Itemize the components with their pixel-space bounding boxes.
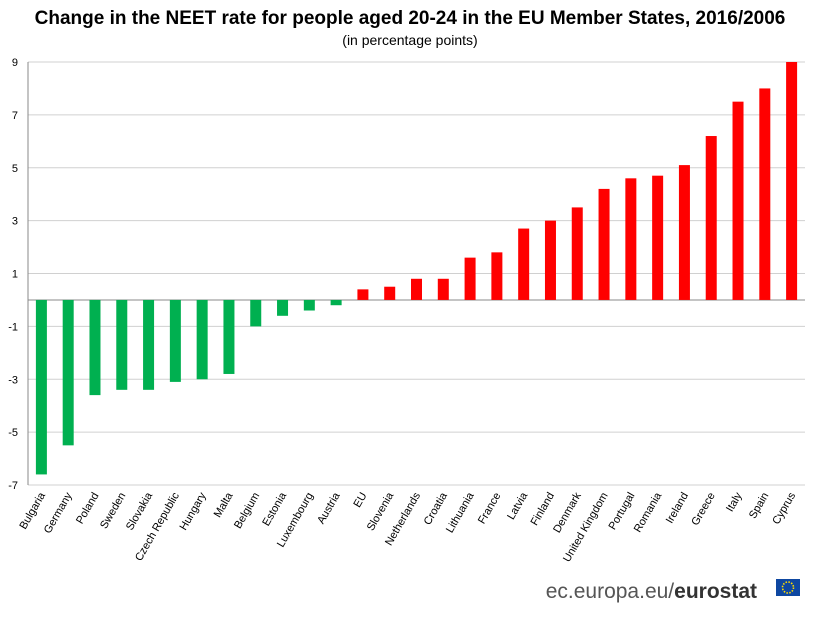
eu-flag [776, 579, 800, 596]
bar [62, 299, 74, 446]
bar [437, 278, 449, 300]
y-tick-label: 1 [12, 269, 18, 281]
x-tick-label: Malta [212, 490, 236, 520]
bar [544, 220, 556, 300]
y-tick-label: -5 [8, 427, 18, 439]
y-tick-label: -7 [8, 480, 18, 492]
bar [89, 299, 101, 396]
y-tick-label: -3 [8, 374, 18, 386]
bar [625, 178, 637, 300]
bar [35, 299, 47, 475]
bar [303, 299, 315, 311]
chart-title: Change in the NEET rate for people aged … [35, 8, 786, 29]
y-tick-label: -1 [8, 321, 18, 333]
bar [518, 228, 530, 300]
bar [384, 286, 396, 300]
x-tick-label: Cyprus [770, 490, 798, 527]
bar [330, 299, 342, 306]
x-tick-label: Spain [747, 491, 771, 521]
bar [678, 165, 690, 300]
bar [277, 299, 289, 316]
bar [759, 88, 771, 300]
bar [652, 175, 664, 300]
flag-bg [776, 579, 800, 596]
x-tick-label: Hungary [178, 490, 209, 532]
y-tick-label: 5 [12, 163, 18, 175]
y-tick-label: 3 [12, 216, 18, 228]
x-tick-label: Croatia [422, 490, 451, 527]
x-tick-label: Italy [724, 490, 745, 514]
bar [196, 299, 208, 380]
x-tick-label: EU [351, 490, 369, 509]
bar [598, 188, 610, 300]
footer-brand: eurostat [674, 580, 757, 603]
flag-stars [781, 581, 795, 594]
y-tick-label: 9 [12, 57, 18, 69]
bar [250, 299, 262, 327]
bar [705, 136, 717, 300]
bar [571, 207, 583, 300]
bar [357, 289, 369, 300]
bar [116, 299, 128, 390]
footer: ec.europa.eu/eurostat [546, 580, 757, 603]
x-tick-label: Belgium [232, 491, 262, 531]
x-tick-label: France [476, 490, 504, 526]
bar [786, 62, 798, 300]
chart-subtitle: (in percentage points) [342, 32, 477, 48]
bar [411, 278, 422, 300]
y-tick-label: 7 [12, 110, 18, 122]
bar [732, 101, 744, 300]
x-tick-label: Greece [689, 491, 717, 528]
x-tick-label: Latvia [505, 490, 531, 522]
bar [464, 257, 476, 300]
bar [169, 299, 181, 382]
bar [491, 252, 503, 300]
bar [223, 299, 235, 374]
bar [143, 299, 155, 390]
x-tick-label: Austria [315, 490, 343, 526]
x-tick-label: Poland [74, 491, 102, 527]
x-tick-label: Ireland [664, 491, 691, 526]
x-tick-label: Estonia [260, 490, 289, 529]
footer-site: ec.europa.eu/ [546, 580, 675, 603]
x-tick-label: Finland [529, 491, 557, 528]
